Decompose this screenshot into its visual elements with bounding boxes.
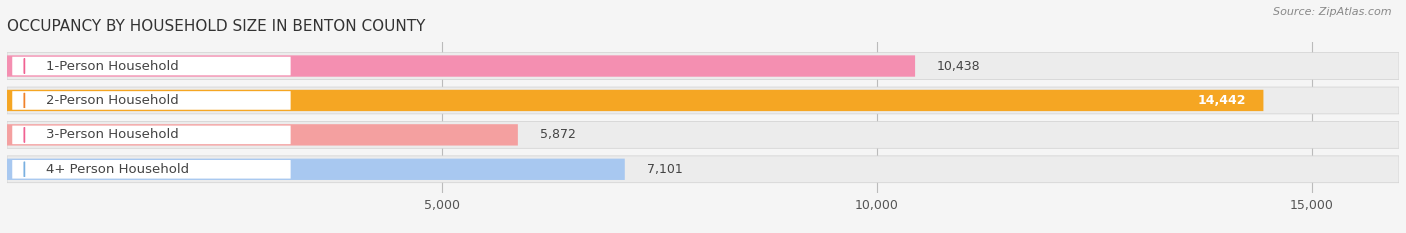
FancyBboxPatch shape: [13, 91, 291, 110]
Text: 2-Person Household: 2-Person Household: [46, 94, 179, 107]
Text: 4+ Person Household: 4+ Person Household: [46, 163, 190, 176]
Text: OCCUPANCY BY HOUSEHOLD SIZE IN BENTON COUNTY: OCCUPANCY BY HOUSEHOLD SIZE IN BENTON CO…: [7, 19, 426, 34]
Text: 14,442: 14,442: [1198, 94, 1246, 107]
Text: Source: ZipAtlas.com: Source: ZipAtlas.com: [1274, 7, 1392, 17]
FancyBboxPatch shape: [13, 126, 291, 144]
Text: 5,872: 5,872: [540, 128, 575, 141]
FancyBboxPatch shape: [7, 124, 517, 146]
FancyBboxPatch shape: [13, 57, 291, 75]
FancyBboxPatch shape: [7, 87, 1399, 114]
Text: 7,101: 7,101: [647, 163, 682, 176]
FancyBboxPatch shape: [7, 121, 1399, 148]
Text: 1-Person Household: 1-Person Household: [46, 60, 179, 72]
Text: 3-Person Household: 3-Person Household: [46, 128, 179, 141]
FancyBboxPatch shape: [7, 159, 624, 180]
FancyBboxPatch shape: [7, 90, 1264, 111]
FancyBboxPatch shape: [13, 160, 291, 178]
FancyBboxPatch shape: [7, 55, 915, 77]
FancyBboxPatch shape: [7, 156, 1399, 183]
FancyBboxPatch shape: [7, 53, 1399, 79]
Text: 10,438: 10,438: [936, 60, 980, 72]
